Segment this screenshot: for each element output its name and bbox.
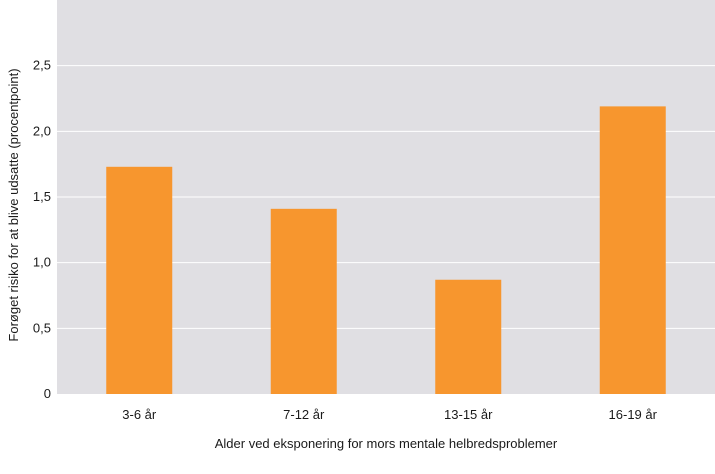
x-tick-label: 3-6 år <box>122 407 157 422</box>
bars <box>106 106 666 394</box>
x-axis-title: Alder ved eksponering for mors mentale h… <box>215 436 558 451</box>
bar <box>270 208 337 394</box>
y-axis-title: Forøget risiko for at blive udsatte (pro… <box>6 68 21 341</box>
y-tick-label: 2,5 <box>33 58 51 73</box>
x-tick-label: 16-19 år <box>609 407 658 422</box>
x-axis-ticks: 3-6 år 7-12 år 13-15 år 16-19 år <box>122 407 657 422</box>
bar <box>106 166 173 394</box>
bar <box>435 279 502 394</box>
y-tick-label: 1,0 <box>33 255 51 270</box>
y-tick-label: 2,0 <box>33 123 51 138</box>
y-tick-label: 0,5 <box>33 320 51 335</box>
y-tick-label: 0 <box>44 386 51 401</box>
y-tick-label: 1,5 <box>33 189 51 204</box>
x-tick-label: 7-12 år <box>283 407 325 422</box>
y-axis-ticks: 0 0,5 1,0 1,5 2,0 2,5 <box>33 58 51 401</box>
bar <box>599 106 666 394</box>
x-tick-label: 13-15 år <box>444 407 493 422</box>
